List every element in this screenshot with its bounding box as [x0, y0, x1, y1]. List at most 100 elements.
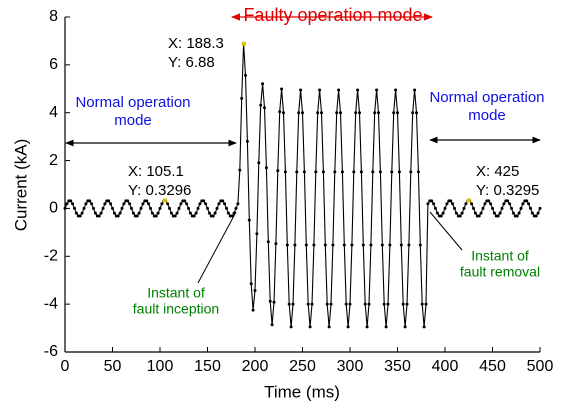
sample-point — [411, 111, 415, 115]
sample-point — [244, 73, 247, 77]
sample-point — [329, 302, 333, 306]
data-tip-y: Y: 0.3295 — [476, 182, 539, 199]
sample-point — [462, 206, 466, 210]
sample-point — [131, 211, 135, 215]
sample-point — [401, 302, 405, 306]
data-tip-x: X: 188.3 — [168, 35, 224, 52]
sample-point — [399, 243, 403, 247]
sample-point — [147, 202, 151, 206]
sample-point — [149, 206, 152, 210]
sample-point — [453, 206, 456, 210]
sample-point — [175, 211, 179, 215]
sample-point — [126, 199, 130, 203]
sample-point — [346, 325, 350, 329]
sample-point — [519, 206, 523, 210]
sample-point — [420, 302, 424, 306]
y-tick-label: -4 — [44, 295, 58, 312]
sample-point — [422, 325, 426, 329]
data-tip-marker — [466, 198, 471, 203]
sample-point — [396, 111, 399, 115]
sample-point — [223, 202, 227, 206]
sample-point — [367, 302, 371, 306]
sample-point — [137, 211, 141, 215]
sample-point — [314, 170, 318, 174]
y-tick-label: 6 — [49, 56, 58, 73]
sample-point — [477, 214, 481, 218]
sample-point — [464, 202, 468, 206]
sample-point — [415, 111, 418, 115]
sample-point — [274, 242, 278, 246]
sample-point — [160, 202, 164, 206]
sample-point — [196, 206, 200, 210]
sample-point — [211, 214, 215, 218]
sample-point — [253, 289, 257, 293]
sample-point — [225, 206, 228, 210]
y-tick-label: 0 — [49, 200, 58, 217]
sample-point — [285, 243, 289, 247]
sample-point — [487, 199, 491, 203]
sample-point — [93, 211, 97, 215]
sample-point — [496, 214, 500, 218]
y-tick-label: -2 — [44, 248, 58, 265]
sample-point — [344, 302, 348, 306]
y-tick-label: -6 — [44, 343, 58, 360]
sample-point — [527, 202, 531, 206]
sample-point — [348, 302, 352, 306]
sample-point — [128, 202, 132, 206]
sample-point — [454, 211, 458, 215]
y-tick-label: 4 — [49, 104, 58, 121]
sample-point — [479, 211, 483, 215]
sample-point — [299, 88, 303, 92]
sample-point — [194, 211, 198, 215]
sample-point — [354, 111, 358, 115]
sample-point — [369, 243, 373, 247]
sample-point — [318, 88, 322, 92]
sample-point — [492, 211, 496, 215]
sample-point — [177, 206, 181, 210]
sample-point — [308, 325, 312, 329]
sample-point — [441, 211, 445, 215]
sample-point — [202, 199, 206, 203]
y-tick-label: 8 — [49, 8, 58, 25]
sample-point — [293, 243, 297, 247]
y-axis-title: Current (kA) — [11, 139, 30, 232]
sample-point — [198, 202, 202, 206]
normal-label: Normal operation — [75, 94, 190, 111]
sample-point — [247, 218, 251, 222]
sample-point — [257, 161, 261, 165]
sample-point — [135, 214, 139, 218]
sample-point — [130, 206, 133, 210]
sample-point — [373, 111, 377, 115]
sample-point — [270, 323, 274, 327]
sample-point — [390, 170, 394, 174]
sample-point — [185, 202, 189, 206]
sample-point — [156, 211, 160, 215]
sample-point — [481, 206, 485, 210]
sample-point — [458, 214, 462, 218]
sample-point — [111, 206, 114, 210]
sample-point — [510, 206, 513, 210]
sample-point — [451, 202, 455, 206]
sample-point — [304, 243, 308, 247]
sample-point — [424, 302, 428, 306]
sample-point — [232, 211, 236, 215]
sample-point — [272, 300, 276, 304]
sample-point — [206, 206, 209, 210]
sample-point — [356, 88, 360, 92]
sample-point — [435, 211, 439, 215]
sample-point — [359, 170, 363, 174]
sample-point — [339, 111, 342, 115]
sample-point — [409, 170, 413, 174]
x-tick-label: 300 — [337, 358, 364, 375]
sample-point — [302, 170, 306, 174]
data-tip-x: X: 425 — [476, 163, 519, 180]
sample-point — [323, 243, 327, 247]
sample-point — [434, 206, 437, 210]
sample-point — [483, 202, 487, 206]
removal-leader — [429, 211, 463, 251]
sample-point — [432, 202, 436, 206]
sample-point — [63, 206, 67, 210]
normal-label: mode — [114, 112, 152, 129]
x-tick-label: 350 — [384, 358, 411, 375]
